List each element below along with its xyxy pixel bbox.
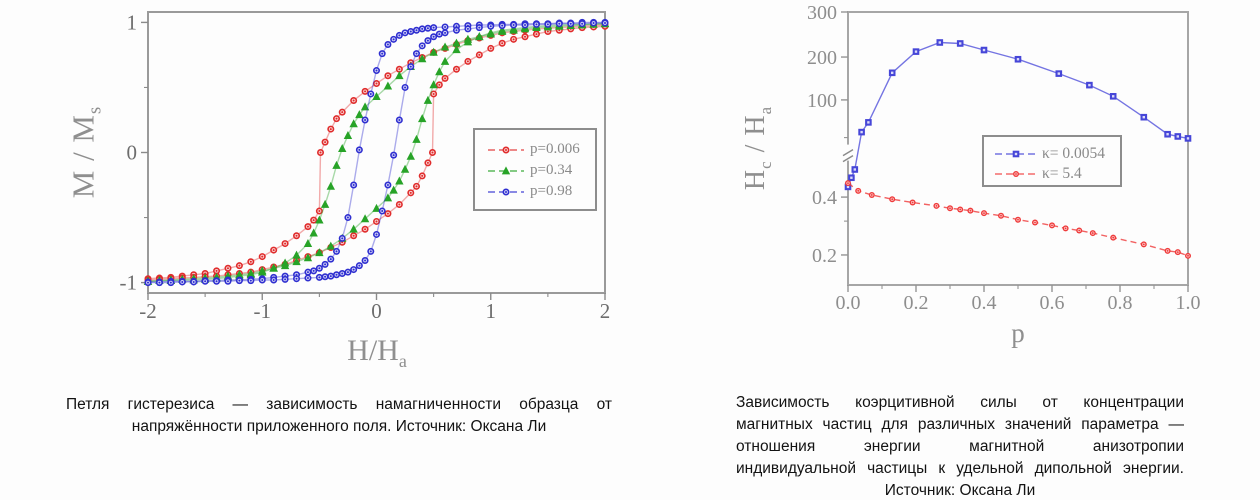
legend-item-p0006: p=0.006 [487, 139, 595, 160]
svg-text:0.4: 0.4 [972, 292, 997, 314]
legend-label-kappa-54: κ= 5.4 [1042, 165, 1082, 182]
svg-text:200: 200 [807, 47, 837, 69]
svg-text:0.4: 0.4 [812, 187, 837, 209]
hysteresis-legend: p=0.006 p=0.34 p=0.98 [473, 128, 597, 211]
legend-item-p034: p=0.34 [487, 160, 595, 181]
svg-text:1: 1 [127, 10, 138, 34]
caption-line: индивидуальной частицы к удельной диполь… [736, 460, 1184, 477]
svg-text:-1: -1 [254, 299, 272, 323]
legend-item-kappa-54: κ= 5.4 [994, 164, 1120, 184]
svg-text:0.6: 0.6 [1040, 292, 1065, 314]
svg-text:1.0: 1.0 [1176, 292, 1201, 314]
svg-text:0: 0 [127, 141, 138, 165]
coercivity-legend: κ= 0.0054 κ= 5.4 [982, 135, 1122, 187]
x-axis-title-text: p [1011, 318, 1025, 348]
svg-text:1: 1 [486, 299, 497, 323]
y-axis-title-subscript: s [84, 105, 106, 114]
legend-label-p098: p=0.98 [530, 183, 573, 199]
caption-line: Петля гистерезиса — зависимость намагнич… [66, 396, 612, 413]
hysteresis-caption: Петля гистерезиса — зависимость намагнич… [66, 394, 612, 437]
legend-marker-p034 [487, 164, 525, 178]
svg-text:-2: -2 [139, 299, 157, 323]
hysteresis-x-axis-title: H/Ha [347, 334, 407, 372]
coercivity-plot-canvas: 0.0 0.2 0.4 0.6 0.8 1.0 300 200 100 0.4 0.2 [807, 2, 1201, 314]
coercivity-y-axis-title: Hc / Ha [740, 106, 776, 190]
svg-text:300: 300 [807, 2, 837, 24]
y-axis-title-text: / H [740, 114, 772, 161]
figure-coercivity: 0.0 0.2 0.4 0.6 0.8 1.0 300 200 100 0.4 0.2 Hc / H… [630, 0, 1260, 500]
legend-label-p034: p=0.34 [530, 162, 573, 178]
coercivity-x-axis-title: p [1011, 318, 1025, 349]
caption-line: магнитных частиц для различных значений … [736, 416, 1184, 433]
y-axis-title-subscript: c [755, 160, 775, 169]
svg-text:0.2: 0.2 [812, 245, 837, 267]
legend-label-kappa-00054: κ= 0.0054 [1042, 145, 1106, 162]
svg-text:0.0: 0.0 [836, 292, 861, 314]
svg-text:-1: -1 [120, 271, 138, 295]
legend-marker-kappa-54 [994, 167, 1038, 181]
svg-text:0.8: 0.8 [1108, 292, 1133, 314]
hysteresis-y-axis-title: M / Ms [65, 106, 106, 199]
legend-item-p098: p=0.98 [487, 181, 595, 202]
figure-hysteresis: -2 -1 0 1 2 1 0 -1 M / Ms H/Ha p=0.006 p=0.34 p… [65, 10, 612, 437]
legend-marker-p0006 [487, 143, 525, 157]
x-axis-title-text: H/H [347, 334, 399, 367]
caption-line: Зависимость коэрцитивной силы от концент… [736, 394, 1184, 411]
legend-marker-kappa-00054 [994, 147, 1038, 161]
svg-text:2: 2 [600, 299, 611, 323]
caption-line: напряжённости приложенного поля. Источни… [131, 417, 547, 435]
legend-marker-p098 [487, 185, 525, 199]
caption-line: Источник: Оксана Ли [884, 482, 1036, 499]
caption-line: отношения энергии магнитной анизотропии [736, 438, 1184, 455]
y-axis-title-text: M / M [65, 114, 101, 199]
x-axis-title-subscript: a [398, 351, 407, 371]
legend-item-kappa-00054: κ= 0.0054 [994, 144, 1120, 164]
svg-text:0: 0 [371, 299, 382, 323]
coercivity-caption: Зависимость коэрцитивной силы от концент… [736, 392, 1184, 500]
y-axis-title-text: H [740, 168, 772, 191]
y-axis-title-subscript: a [755, 105, 775, 115]
legend-label-p0006: p=0.006 [530, 141, 580, 157]
svg-text:100: 100 [807, 90, 837, 112]
svg-text:0.2: 0.2 [904, 292, 929, 314]
